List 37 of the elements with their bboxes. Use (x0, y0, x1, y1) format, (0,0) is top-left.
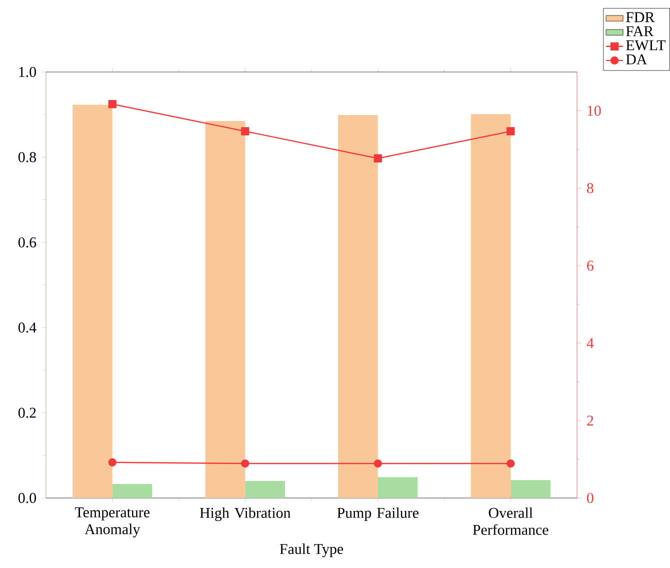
y2-tick-label: 4 (586, 338, 594, 348)
y-tick-label: 0.0 (18, 492, 36, 504)
x-axis-title: Fault Type (280, 544, 344, 558)
bar (72, 104, 112, 498)
y2-tick-label: 0 (587, 492, 594, 504)
y-tick-label: 1.0 (19, 66, 36, 78)
bar (205, 120, 246, 498)
legend-label: DA (626, 54, 648, 64)
y2-tick-label: 6 (587, 260, 594, 271)
bar (338, 115, 378, 498)
point (506, 459, 515, 468)
bar (470, 114, 511, 498)
bar (245, 480, 285, 498)
legend-label: FAR (626, 26, 654, 36)
legend-label: FDR (626, 12, 655, 22)
point (241, 459, 250, 468)
point (506, 127, 515, 136)
y2-tick-label: 10 (588, 106, 601, 116)
bar (510, 480, 550, 498)
point (374, 459, 382, 468)
y-tick-label: 0.8 (18, 152, 36, 162)
bar (112, 484, 152, 498)
point (241, 127, 250, 136)
y2-tick-label: 8 (587, 183, 594, 194)
x-tick-label: High Vibration (200, 507, 291, 522)
legend-label: EWLT (626, 40, 666, 50)
x-tick-label: Temperature Anomaly (74, 507, 150, 538)
bar (378, 477, 418, 498)
point (108, 100, 116, 108)
y-tick-label: 0.4 (18, 322, 36, 333)
point (374, 154, 382, 162)
y-tick-label: 0.6 (18, 237, 36, 248)
point (108, 458, 116, 466)
y2-tick-label: 2 (587, 416, 594, 426)
y-tick-label: 0.2 (18, 408, 36, 418)
x-tick-label: Pump Failure (337, 507, 418, 521)
x-tick-label: Overall Performance (472, 507, 548, 535)
